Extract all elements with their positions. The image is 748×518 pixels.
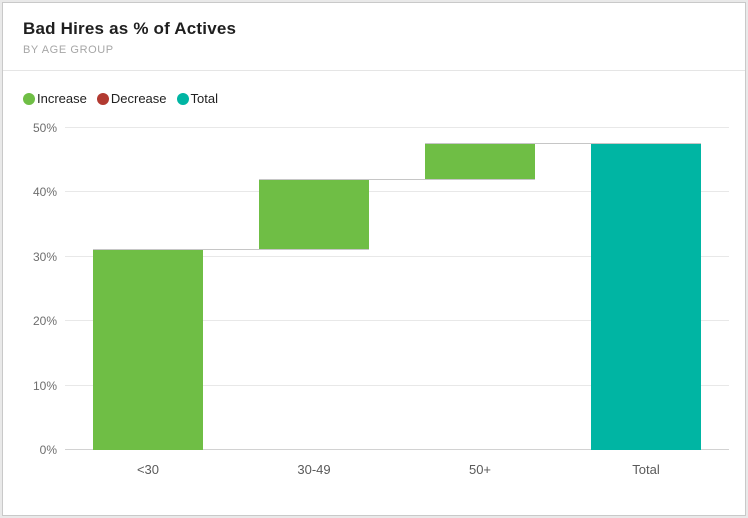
x-axis-label-<30: <30: [136, 461, 160, 477]
chart-header: Bad Hires as % of Actives BY AGE GROUP: [3, 3, 745, 56]
waterfall-bar-50+[interactable]: [425, 144, 535, 180]
x-axis-label-Total: Total: [632, 461, 660, 477]
y-tick-label-10%: 10%: [32, 378, 57, 393]
gridline-40%: [65, 191, 729, 193]
waterfall-bar-<30[interactable]: [93, 250, 203, 450]
legend-label-decrease: Decrease: [110, 91, 167, 106]
y-tick-label-50%: 50%: [32, 121, 57, 135]
legend-increase-dot-icon: [23, 92, 35, 105]
legend-label-total: Total: [190, 91, 218, 106]
header-divider: [3, 70, 745, 71]
gridline-20%: [65, 320, 729, 322]
waterfall-connector-<30: [93, 249, 369, 251]
legend-decrease-dot-icon: [96, 92, 109, 105]
waterfall-connector-30-49: [259, 178, 535, 180]
legend: Increase Decrease Total: [23, 91, 745, 106]
chart-subtitle: BY AGE GROUP: [23, 44, 114, 56]
chart-title: Bad Hires as % of Actives: [23, 19, 237, 38]
x-axis-label-30-49: 30-49: [297, 461, 331, 477]
y-tick-label-20%: 20%: [32, 314, 57, 329]
legend-total-dot-icon: [176, 92, 189, 105]
plot-area: 0% 10% 20% 30% 40% 50%: [33, 121, 729, 457]
waterfall-bar-30-49[interactable]: [259, 179, 369, 251]
legend-item-decrease[interactable]: Decrease: [96, 91, 167, 106]
y-tick-label-0%: 0%: [39, 443, 57, 457]
legend-item-total[interactable]: Total: [176, 91, 218, 106]
x-axis-line: [65, 449, 729, 450]
x-axis-labels: <30 30-49 50+ Total: [65, 450, 729, 488]
x-axis-label-50+: 50+: [468, 461, 492, 477]
gridline-30%: [65, 255, 729, 257]
waterfall-chart: 0% 10% 20% 30% 40% 50% <30 30-49 50+ Total: [21, 121, 729, 488]
gridline-10%: [65, 384, 729, 386]
waterfall-connector-50+: [425, 143, 701, 145]
y-tick-label-40%: 40%: [32, 185, 57, 200]
legend-label-increase: Increase: [37, 91, 87, 106]
waterfall-bar-Total[interactable]: [591, 144, 701, 450]
legend-item-increase[interactable]: Increase: [23, 91, 87, 106]
y-tick-label-30%: 30%: [32, 249, 57, 264]
gridline-50%: [65, 127, 729, 128]
